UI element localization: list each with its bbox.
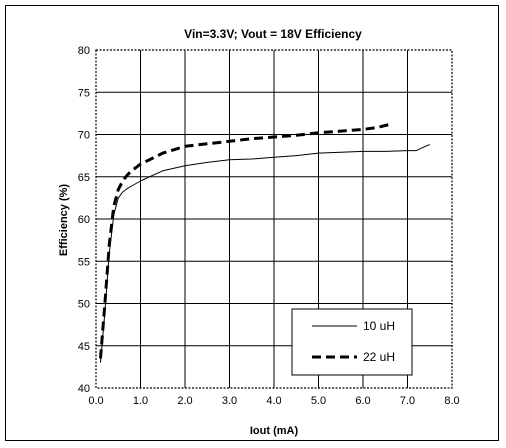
tick-labels: 0.0 1.0 2.0 3.0 4.0 5.0 6.0 7.0 8.0 40 45 50 55 60 65 7… xyxy=(78,45,460,407)
series-lines xyxy=(99,122,430,363)
y-tick-label: 80 xyxy=(78,45,90,57)
legend-box xyxy=(291,308,413,376)
legend-label-22uh: 22 uH xyxy=(363,350,395,364)
x-tick-label: 3.0 xyxy=(222,395,237,407)
series-line-22uh xyxy=(99,122,391,359)
y-tick-label: 60 xyxy=(78,214,90,226)
y-tick-label: 65 xyxy=(78,172,90,184)
x-tick-label: 7.0 xyxy=(400,395,415,407)
y-axis-label: Efficiency (%) xyxy=(58,184,70,256)
plot-area xyxy=(95,49,453,389)
x-tick-label: 0.0 xyxy=(88,395,103,407)
y-tick-label: 70 xyxy=(78,130,90,142)
series-line-10uh xyxy=(100,144,430,363)
y-tick-label: 75 xyxy=(78,87,90,99)
x-axis-label: Iout (mA) xyxy=(250,425,299,437)
x-tick-label: 8.0 xyxy=(444,395,459,407)
legend-label-10uh: 10 uH xyxy=(363,319,395,333)
y-tick-label: 45 xyxy=(78,341,90,353)
x-tick-label: 2.0 xyxy=(177,395,192,407)
chart-title: Vin=3.3V; Vout = 18V Efficiency xyxy=(184,27,362,41)
y-tick-label: 55 xyxy=(78,256,90,268)
legend: 10 uH 22 uH xyxy=(291,308,413,376)
x-tick-label: 6.0 xyxy=(355,395,370,407)
x-tick-label: 4.0 xyxy=(266,395,281,407)
x-tick-label: 1.0 xyxy=(133,395,148,407)
y-tick-label: 40 xyxy=(78,383,90,395)
chart-frame xyxy=(5,5,499,441)
y-tick-label: 50 xyxy=(78,299,90,311)
x-tick-label: 5.0 xyxy=(311,395,326,407)
